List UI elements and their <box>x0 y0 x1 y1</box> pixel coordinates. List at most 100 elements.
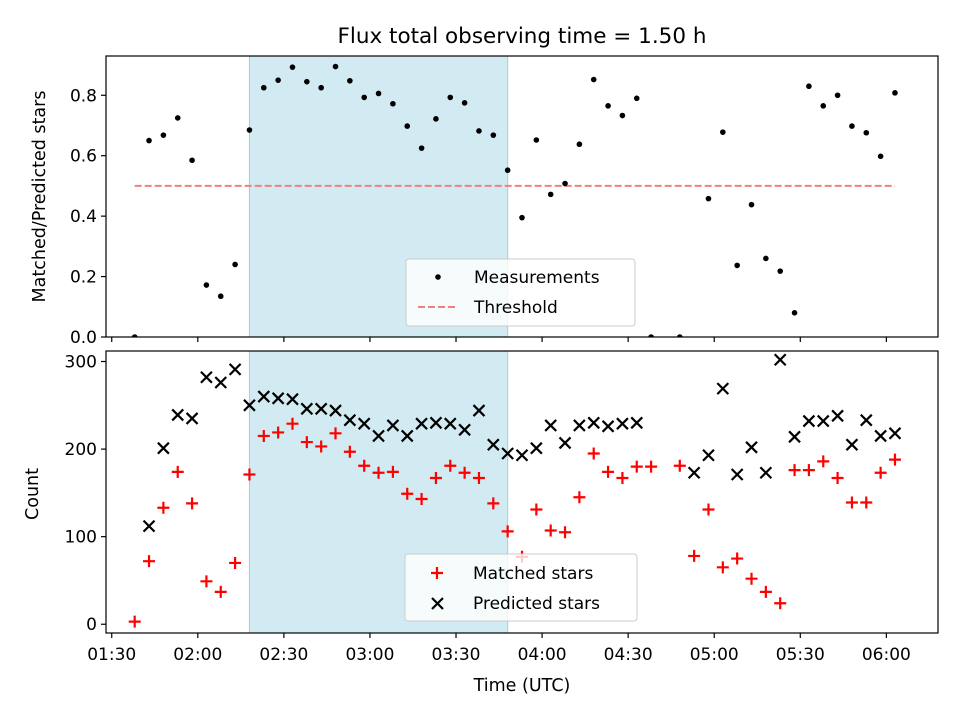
matched-stars-point <box>573 491 586 504</box>
predicted-stars-point <box>372 429 385 443</box>
predicted-stars-point <box>300 402 314 416</box>
matched-stars-point <box>257 429 270 442</box>
matched-stars-point <box>272 426 285 439</box>
predicted-stars-point <box>687 466 701 480</box>
predicted-stars-point <box>773 353 787 367</box>
measurement-point <box>232 261 238 268</box>
matched-stars-point <box>874 466 887 479</box>
measurement-point <box>318 84 324 91</box>
matched-stars-point <box>630 460 643 473</box>
predicted-stars-point <box>544 419 557 432</box>
predicted-stars-point <box>730 468 744 481</box>
measurement-point <box>791 310 798 316</box>
x-tick-label: 03:00 <box>345 645 394 665</box>
ratio-panel: 0.00.20.40.60.8 Matched/Predicted stars … <box>30 55 939 348</box>
predicted-stars-point <box>400 429 414 443</box>
x-axis-label: Time (UTC) <box>473 676 571 696</box>
count-y-tick-label: 0 <box>86 615 97 635</box>
count-y-tick-label: 100 <box>65 528 97 548</box>
matched-stars-point <box>831 471 844 484</box>
matched-stars-point <box>888 453 901 466</box>
predicted-stars-point <box>702 448 715 462</box>
measurement-point <box>806 83 812 90</box>
measurement-point <box>877 153 884 160</box>
count-legend: Matched stars Predicted stars <box>404 553 638 622</box>
count-panel-frame <box>105 350 939 634</box>
matched-stars-point <box>716 561 729 574</box>
legend-matched-label: Matched stars <box>473 564 593 584</box>
matched-stars-point <box>300 436 313 449</box>
matched-stars-point <box>731 552 744 565</box>
matched-stars-point <box>358 459 371 472</box>
matched-stars-point <box>688 549 701 562</box>
predicted-stars-point <box>601 420 615 433</box>
matched-stars-point <box>616 471 629 484</box>
matched-stars-point <box>143 555 156 568</box>
matched-stars-point <box>429 471 442 484</box>
matched-stars-point <box>530 503 543 516</box>
x-tick-label: 02:00 <box>173 645 222 665</box>
count-legend-box <box>404 553 638 622</box>
measurement-point <box>289 64 296 70</box>
matched-stars-point <box>444 459 457 472</box>
matched-stars-point <box>415 493 428 506</box>
legend-measurements-label: Measurements <box>474 268 600 288</box>
predicted-stars-point <box>214 376 228 389</box>
predicted-stars-point <box>200 370 213 384</box>
measurement-point <box>590 76 597 83</box>
measurement-point <box>720 129 726 135</box>
chart-title: Flux total observing time = 1.50 h <box>338 24 707 49</box>
count-panel: 0 100 200 300 01:30 02:00 02:30 03:00 03:30 04:00… <box>23 350 939 696</box>
measurement-point <box>748 201 755 208</box>
matched-stars-point <box>372 466 385 479</box>
predicted-stars-point <box>329 404 342 417</box>
legend-measurements-marker <box>435 274 441 280</box>
matched-stars-point <box>458 466 471 479</box>
predicted-stars-point <box>458 423 471 437</box>
measurement-point <box>189 157 195 164</box>
matched-stars-point <box>128 615 141 628</box>
predicted-stars-point <box>357 417 371 430</box>
predicted-stars-point <box>185 412 199 425</box>
x-tick-label: 05:00 <box>690 645 739 665</box>
predicted-stars-point <box>816 414 830 428</box>
measurement-point <box>131 334 138 337</box>
predicted-stars-point <box>487 438 500 451</box>
predicted-stars-point <box>157 441 170 455</box>
x-tick-label: 06:00 <box>862 645 911 665</box>
predicted-stars-point <box>788 430 801 444</box>
measurement-point <box>777 268 784 274</box>
predicted-stars-point <box>314 402 328 416</box>
legend-threshold-label: Threshold <box>473 298 558 318</box>
ratio-y-tick-label: 0.0 <box>70 328 97 348</box>
ratio-y-tick-label: 0.8 <box>70 86 97 106</box>
matched-stars-point <box>645 460 658 473</box>
predicted-stars-point <box>759 466 773 480</box>
measurement-point <box>676 334 683 337</box>
measurement-point <box>763 255 769 262</box>
matched-stars-point <box>774 597 787 610</box>
measurement-point <box>275 77 281 83</box>
predicted-stars-point <box>429 416 443 430</box>
predicted-stars-point <box>386 419 400 432</box>
measurement-point <box>246 127 253 133</box>
measurement-point <box>648 334 654 337</box>
x-tick-label: 03:30 <box>432 645 481 665</box>
ratio-y-tick-label: 0.6 <box>70 147 97 167</box>
predicted-stars-point <box>228 363 242 376</box>
ratio-legend-box <box>405 258 636 327</box>
predicted-stars-point <box>616 417 629 430</box>
ratio-y-tick-label: 0.2 <box>70 268 97 288</box>
matched-stars-point <box>329 427 342 440</box>
matched-stars-point <box>171 465 184 478</box>
predicted-stars-point <box>845 438 859 451</box>
measurement-point <box>705 195 712 202</box>
measurement-point <box>461 100 468 106</box>
matched-stars-point <box>157 501 170 514</box>
measurement-point <box>734 262 740 269</box>
measurement-point <box>490 132 497 138</box>
measurement-point <box>547 191 554 198</box>
matched-stars-point <box>214 585 227 598</box>
matched-stars-point <box>401 487 414 500</box>
